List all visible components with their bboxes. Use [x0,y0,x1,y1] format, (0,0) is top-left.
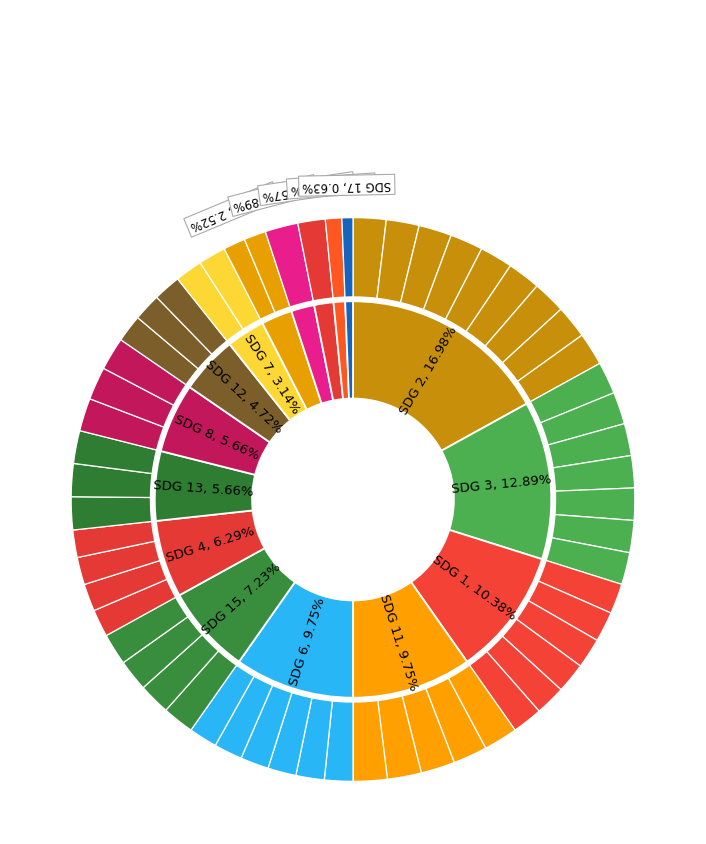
Wedge shape [353,218,386,299]
Wedge shape [486,636,561,711]
Text: SDG 11, 9.75%: SDG 11, 9.75% [377,592,419,692]
Wedge shape [548,424,631,468]
Wedge shape [298,219,333,300]
Wedge shape [265,223,313,307]
Text: SDG 5, 1.89%: SDG 5, 1.89% [232,179,314,212]
Wedge shape [378,696,421,779]
Text: SDG 17, 0.63%: SDG 17, 0.63% [302,178,391,192]
Wedge shape [448,665,515,748]
Text: SDG 8, 5.66%: SDG 8, 5.66% [172,413,261,463]
Wedge shape [553,456,635,491]
Wedge shape [485,286,561,363]
Wedge shape [244,231,290,312]
Wedge shape [445,249,510,332]
Wedge shape [353,701,388,782]
Wedge shape [229,323,307,420]
Wedge shape [191,665,254,745]
Wedge shape [190,344,290,442]
Wedge shape [402,689,454,773]
Wedge shape [263,311,322,409]
Wedge shape [143,635,218,711]
Wedge shape [325,218,345,298]
Wedge shape [157,279,227,354]
Wedge shape [77,541,160,585]
Text: SDG 9, 0.94%: SDG 9, 0.94% [290,176,373,195]
Wedge shape [201,249,261,329]
Text: SDG 10, 2.52%: SDG 10, 2.52% [189,187,275,233]
Wedge shape [155,451,255,521]
Wedge shape [503,309,582,381]
Text: SDG 4, 6.29%: SDG 4, 6.29% [164,525,256,565]
Wedge shape [239,582,353,698]
Wedge shape [516,601,597,666]
Wedge shape [400,225,451,310]
Wedge shape [503,619,580,690]
Wedge shape [241,685,292,768]
Wedge shape [106,598,188,663]
Wedge shape [296,698,333,780]
Wedge shape [84,560,167,610]
Wedge shape [517,335,600,402]
Wedge shape [71,497,152,530]
Wedge shape [377,219,419,303]
Wedge shape [121,317,198,385]
Wedge shape [90,368,174,427]
Wedge shape [530,364,614,423]
Wedge shape [333,301,349,399]
Wedge shape [411,530,542,662]
Wedge shape [94,579,176,636]
Text: SDG 3, 12.89%: SDG 3, 12.89% [451,473,552,496]
Wedge shape [179,549,295,662]
Wedge shape [124,617,202,688]
Wedge shape [156,511,265,595]
Text: SDG 12, 4.72%: SDG 12, 4.72% [203,359,285,436]
Wedge shape [104,340,186,405]
Wedge shape [426,679,486,762]
Wedge shape [80,398,164,450]
Wedge shape [161,387,270,475]
Wedge shape [342,218,353,297]
Wedge shape [424,235,481,319]
Text: SDG 13, 5.66%: SDG 13, 5.66% [153,479,254,499]
Wedge shape [353,582,467,698]
Wedge shape [73,522,155,558]
Wedge shape [314,302,343,401]
Wedge shape [268,693,312,776]
Text: SDG 7, 3.14%: SDG 7, 3.14% [241,332,302,416]
Text: SDG 6, 9.75%: SDG 6, 9.75% [288,597,328,688]
Wedge shape [469,652,539,730]
Wedge shape [138,297,212,369]
Wedge shape [541,392,624,445]
Wedge shape [166,651,237,730]
Wedge shape [292,305,333,403]
Wedge shape [73,430,157,473]
Wedge shape [539,560,622,613]
Text: SDG 2, 16.98%: SDG 2, 16.98% [398,324,460,417]
Wedge shape [225,240,275,319]
Wedge shape [528,582,611,641]
Wedge shape [178,262,243,341]
Wedge shape [353,301,527,451]
Wedge shape [546,538,630,584]
Text: SDG 1, 10.38%: SDG 1, 10.38% [429,553,518,623]
Wedge shape [324,701,353,782]
Text: SDG 16, 1.57%: SDG 16, 1.57% [262,176,352,202]
Text: SDG 15, 7.23%: SDG 15, 7.23% [200,561,283,638]
Wedge shape [71,463,152,497]
Wedge shape [552,515,634,553]
Wedge shape [466,266,537,346]
Wedge shape [441,403,551,560]
Wedge shape [345,301,353,398]
Wedge shape [215,676,273,758]
Wedge shape [555,488,635,521]
